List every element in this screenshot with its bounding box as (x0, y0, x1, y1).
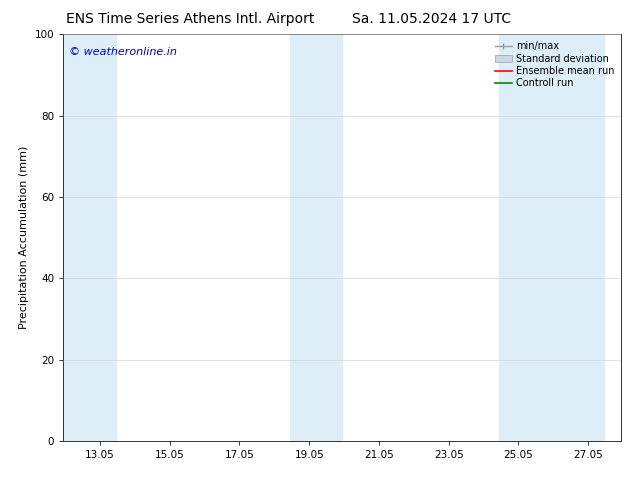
Text: Sa. 11.05.2024 17 UTC: Sa. 11.05.2024 17 UTC (352, 12, 510, 26)
Text: © weatheronline.in: © weatheronline.in (69, 47, 177, 56)
Legend: min/max, Standard deviation, Ensemble mean run, Controll run: min/max, Standard deviation, Ensemble me… (493, 39, 616, 90)
Bar (63, 34, 115, 441)
Text: ENS Time Series Athens Intl. Airport: ENS Time Series Athens Intl. Airport (66, 12, 314, 26)
Bar (500, 34, 604, 441)
Bar (290, 34, 342, 441)
Y-axis label: Precipitation Accumulation (mm): Precipitation Accumulation (mm) (19, 146, 29, 329)
